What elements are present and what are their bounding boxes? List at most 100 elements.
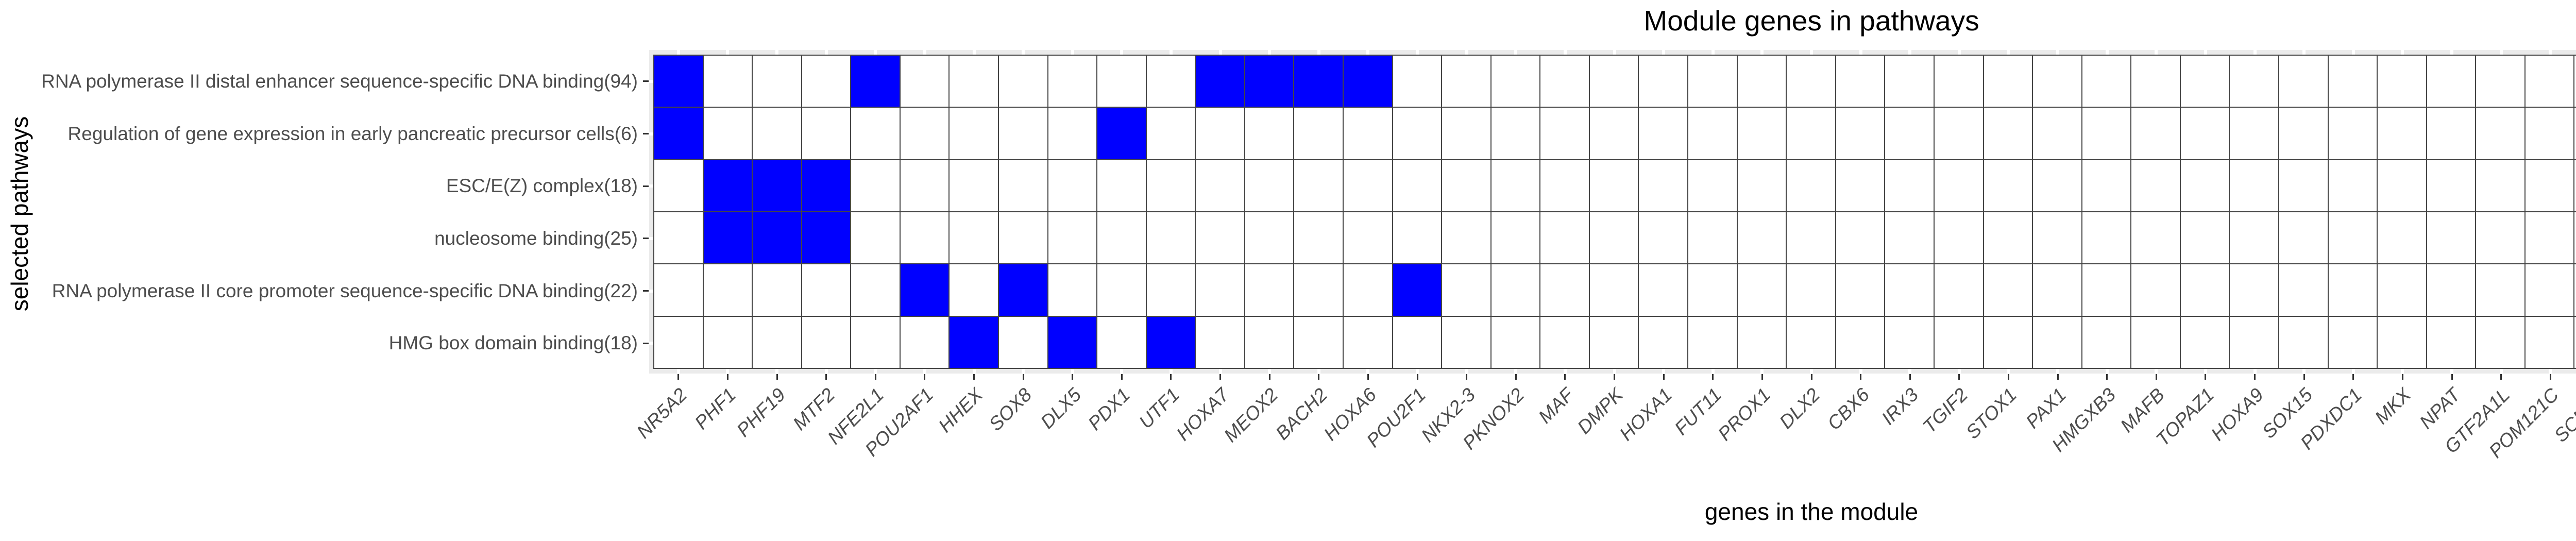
heatmap-cell: [2426, 264, 2476, 316]
heatmap-cell: [2524, 316, 2574, 368]
heatmap-cell: [900, 55, 950, 108]
heatmap-cell: [949, 264, 999, 316]
heatmap-cell: [2081, 55, 2131, 108]
heatmap-cell: [1392, 159, 1442, 212]
heatmap-cell: [900, 107, 950, 160]
heatmap-cell: [949, 107, 999, 160]
heatmap-cell: [998, 264, 1048, 316]
heatmap-cell: [851, 264, 900, 316]
heatmap-cell: [1638, 55, 1688, 108]
heatmap-cell: [1983, 264, 2033, 316]
y-tick-label: RNA polymerase II distal enhancer sequen…: [41, 70, 638, 92]
heatmap-cell: [1490, 159, 1540, 212]
heatmap-cell: [1244, 55, 1294, 108]
x-tick-mark: [1072, 374, 1074, 380]
heatmap-cell: [1983, 316, 2033, 368]
x-tick-mark: [2352, 374, 2354, 380]
heatmap-cell: [2131, 212, 2180, 264]
heatmap-cell: [1195, 107, 1245, 160]
heatmap-cell: [1442, 159, 1491, 212]
heatmap-cell: [2229, 316, 2279, 368]
x-tick-mark: [825, 374, 827, 380]
x-tick-mark: [2254, 374, 2256, 380]
heatmap-cell: [1688, 55, 1737, 108]
heatmap-cell: [2328, 212, 2378, 264]
heatmap-cell: [2180, 316, 2230, 368]
x-tick-mark: [2500, 374, 2502, 380]
heatmap-cell: [2426, 212, 2476, 264]
heatmap-cell: [1737, 264, 1787, 316]
heatmap-cell: [1343, 159, 1393, 212]
heatmap-cell: [2278, 264, 2328, 316]
heatmap-cell: [703, 159, 753, 212]
heatmap-cell: [2081, 264, 2131, 316]
heatmap-cell: [2081, 107, 2131, 160]
y-axis-title: selected pathways: [6, 116, 33, 312]
heatmap-cell: [2377, 316, 2427, 368]
heatmap-cell: [752, 264, 802, 316]
x-tick-mark: [1761, 374, 1763, 380]
heatmap-cell: [2476, 159, 2525, 212]
heatmap-cell: [1589, 107, 1639, 160]
heatmap-cell: [2377, 107, 2427, 160]
heatmap-cell: [949, 212, 999, 264]
heatmap-cell: [2524, 107, 2574, 160]
heatmap-cell: [851, 107, 900, 160]
heatmap-cell: [1490, 107, 1540, 160]
x-tick-mark: [2303, 374, 2305, 380]
heatmap-cell: [2229, 264, 2279, 316]
y-tick-label: ESC/E(Z) complex(18): [446, 175, 638, 197]
heatmap-cell: [949, 159, 999, 212]
heatmap-cell: [1294, 264, 1344, 316]
heatmap-cell: [2574, 316, 2576, 368]
heatmap-cell: [703, 212, 753, 264]
x-tick-mark: [2549, 374, 2551, 380]
x-tick-mark: [726, 374, 728, 380]
heatmap-cell: [1983, 107, 2033, 160]
heatmap-cell: [1737, 107, 1787, 160]
x-tick-mark: [1318, 374, 1320, 380]
heatmap-cell: [900, 264, 950, 316]
heatmap-cell: [1540, 55, 1589, 108]
heatmap-cell: [1540, 107, 1589, 160]
heatmap-cell: [2476, 264, 2525, 316]
heatmap-cell: [1835, 107, 1885, 160]
heatmap-cell: [2032, 107, 2082, 160]
x-tick-mark: [1663, 374, 1665, 380]
x-tick-mark: [1219, 374, 1222, 380]
x-tick-mark: [973, 374, 975, 380]
heatmap-cell: [801, 264, 851, 316]
heatmap-cell: [1737, 316, 1787, 368]
heatmap-cell: [2180, 107, 2230, 160]
x-tick-mark: [1466, 374, 1468, 380]
heatmap-cell: [2476, 212, 2525, 264]
heatmap-cell: [1195, 264, 1245, 316]
heatmap-cell: [1688, 212, 1737, 264]
heatmap-cell: [752, 159, 802, 212]
heatmap-cell: [1343, 316, 1393, 368]
heatmap-cell: [1589, 159, 1639, 212]
heatmap-cell: [1589, 264, 1639, 316]
heatmap-cell: [2574, 159, 2576, 212]
heatmap-cell: [1294, 107, 1344, 160]
heatmap-cell: [1343, 107, 1393, 160]
heatmap-cell: [2377, 264, 2427, 316]
heatmap-cell: [1146, 316, 1196, 368]
heatmap-cell: [2476, 55, 2525, 108]
heatmap-cell: [1392, 264, 1442, 316]
heatmap-cell: [2524, 264, 2574, 316]
heatmap-cell: [1244, 159, 1294, 212]
heatmap-cell: [2476, 316, 2525, 368]
heatmap-cell: [2278, 159, 2328, 212]
heatmap-cell: [1244, 212, 1294, 264]
heatmap-cell: [1688, 107, 1737, 160]
heatmap-cell: [2574, 212, 2576, 264]
heatmap-cell: [2229, 159, 2279, 212]
heatmap-cell: [2081, 159, 2131, 212]
heatmap-cell: [801, 212, 851, 264]
heatmap-cell: [1638, 264, 1688, 316]
x-tick-mark: [2205, 374, 2207, 380]
heatmap-cell: [703, 316, 753, 368]
heatmap-cell: [1540, 316, 1589, 368]
heatmap-cell: [1392, 55, 1442, 108]
